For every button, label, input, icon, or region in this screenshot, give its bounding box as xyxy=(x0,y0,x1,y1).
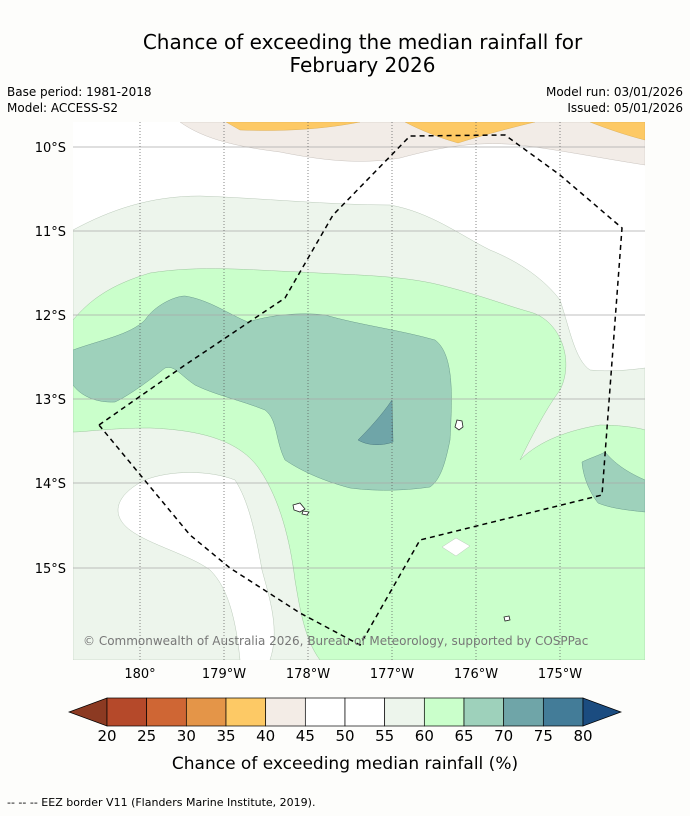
contour-40-45 xyxy=(179,122,645,166)
title-line-1: Chance of exceeding the median rainfall … xyxy=(142,30,583,54)
lat-label-11s: 11°S xyxy=(35,225,66,240)
lat-gridlines xyxy=(73,146,645,569)
colorbar-tick-50: 50 xyxy=(335,727,355,745)
colorbar-tick-60: 60 xyxy=(414,727,434,745)
colorbar-tick-70: 70 xyxy=(494,727,514,745)
lon-label-176w: 176°W xyxy=(454,667,498,682)
lat-label-10s: 10°S xyxy=(35,141,66,156)
contour-35-40-b xyxy=(404,122,536,144)
island-east xyxy=(454,419,464,431)
colorbar-tick-25: 25 xyxy=(137,727,157,745)
contour-70-75 xyxy=(357,399,394,445)
colorbar-label: Chance of exceeding median rainfall (%) xyxy=(171,754,519,774)
colorbar-swatch-30 xyxy=(185,697,227,727)
colorbar-swatch-25 xyxy=(146,697,187,727)
map-plot-area xyxy=(73,122,645,660)
contour-white-patch xyxy=(441,537,471,557)
contour-35-40-c xyxy=(589,122,645,141)
colorbar-swatch-55 xyxy=(384,697,425,727)
model-run: Model run: 03/01/2026 xyxy=(545,85,683,99)
colorbar-swatch-35 xyxy=(225,697,267,727)
base-period: Base period: 1981-2018 xyxy=(7,85,152,99)
colorbar xyxy=(67,697,623,727)
meta-right: Model run: 03/01/2026 Issued: 05/01/2026 xyxy=(546,84,683,116)
issued-date: Issued: 05/01/2026 xyxy=(567,101,683,115)
eez-legend: -- -- -- EEZ border V11 (Flanders Marine… xyxy=(7,796,316,809)
island-south-west-2 xyxy=(301,510,310,516)
copyright-notice: © Commonwealth of Australia 2026, Bureau… xyxy=(83,634,588,648)
colorbar-tick-65: 65 xyxy=(454,727,474,745)
colorbar-tick-75: 75 xyxy=(533,727,553,745)
model-name: Model: ACCESS-S2 xyxy=(7,101,119,115)
lat-labels: 10°S 11°S 12°S 13°S 14°S 15°S xyxy=(35,141,66,577)
colorbar-tick-35: 35 xyxy=(216,727,236,745)
eez-border xyxy=(97,134,623,647)
meta-left: Base period: 1981-2018 Model: ACCESS-S2 xyxy=(7,84,152,116)
colorbar-tick-45: 45 xyxy=(295,727,315,745)
lon-label-178w: 178°W xyxy=(286,667,330,682)
colorbar-swatch-75 xyxy=(542,697,584,727)
colorbar-swatch-70 xyxy=(503,697,544,727)
contour-35-40-a xyxy=(225,122,361,131)
colorbar-tick-55: 55 xyxy=(375,727,395,745)
lat-label-14s: 14°S xyxy=(35,477,66,492)
colorbar-extend-high xyxy=(582,697,623,727)
islands xyxy=(292,419,511,622)
island-south xyxy=(503,615,511,622)
colorbar-tick-30: 30 xyxy=(176,727,196,745)
colorbar-extend-low xyxy=(67,697,108,727)
lat-label-15s: 15°S xyxy=(35,562,66,577)
island-south-west xyxy=(292,502,306,513)
colorbar-swatch-50 xyxy=(344,697,386,727)
lat-label-13s: 13°S xyxy=(35,393,66,408)
lon-label-180: 180° xyxy=(124,667,155,682)
colorbar-swatch-40 xyxy=(265,697,306,727)
colorbar-tick-40: 40 xyxy=(256,727,276,745)
colorbar-swatch-20 xyxy=(106,697,148,727)
lon-label-175w: 175°W xyxy=(538,667,582,682)
title-line-2: February 2026 xyxy=(289,53,436,77)
colorbar-tick-80: 80 xyxy=(573,727,593,745)
lon-label-179w: 179°W xyxy=(202,667,246,682)
lon-label-177w: 177°W xyxy=(370,667,414,682)
chart-title: Chance of exceeding the median rainfall … xyxy=(0,31,690,77)
colorbar-swatch-45 xyxy=(304,697,346,727)
lon-labels: 180° 179°W 178°W 177°W 176°W 175°W xyxy=(124,667,582,682)
colorbar-swatch-65 xyxy=(463,697,505,727)
colorbar-tick-20: 20 xyxy=(97,727,117,745)
contour-65-70-east xyxy=(581,451,645,513)
colorbar-swatch-60 xyxy=(423,697,465,727)
lat-label-12s: 12°S xyxy=(35,309,66,324)
